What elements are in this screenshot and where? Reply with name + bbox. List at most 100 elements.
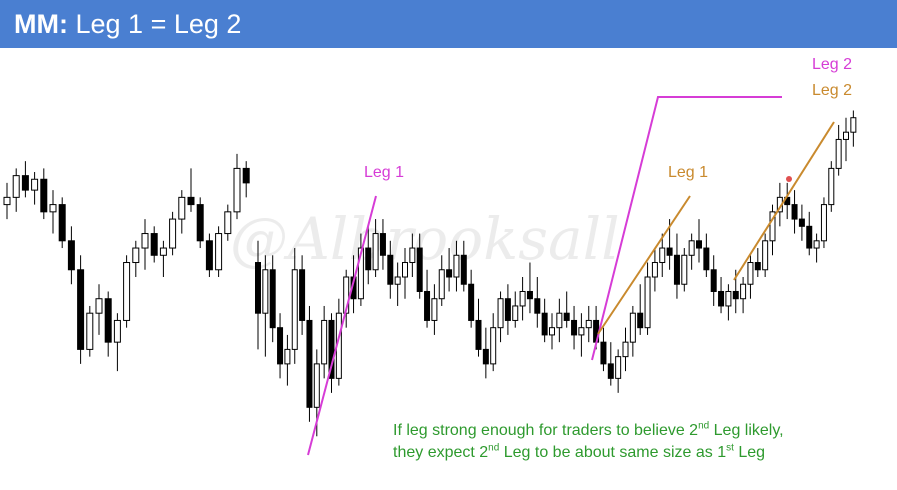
title-text: Leg 1 = Leg 2 xyxy=(75,9,242,39)
bear-candle xyxy=(205,240,213,271)
bull-candle xyxy=(372,233,379,271)
bull-candle xyxy=(141,233,149,249)
bull-candle xyxy=(284,348,291,365)
bull-candle xyxy=(644,276,651,329)
bear-candle xyxy=(40,178,48,213)
bull-candle xyxy=(519,290,526,307)
bear-candle xyxy=(600,341,607,365)
bull-candle xyxy=(835,138,842,169)
bull-candle xyxy=(512,305,519,321)
bear-candle xyxy=(666,247,673,256)
bull-candle xyxy=(578,327,585,336)
bear-candle xyxy=(269,269,276,329)
bull-candle xyxy=(402,262,408,278)
bull-candle xyxy=(622,341,629,358)
bull-candle xyxy=(409,247,416,264)
leg1-orange-label: Leg 1 xyxy=(668,164,709,181)
bull-candle xyxy=(629,312,636,343)
bear-candle xyxy=(732,290,739,300)
leg2-orange-line xyxy=(733,121,835,281)
leg1-orange-line xyxy=(597,195,691,335)
bear-candle xyxy=(806,225,813,249)
bear-candle xyxy=(504,298,511,321)
bull-candle xyxy=(113,319,121,343)
bull-candle xyxy=(159,247,167,256)
bear-candle xyxy=(277,327,284,365)
bull-candle xyxy=(490,327,497,365)
bull-candle xyxy=(132,247,140,264)
bear-candle xyxy=(424,290,431,321)
bull-candle xyxy=(431,298,438,321)
bull-candle xyxy=(549,327,555,336)
bull-candle xyxy=(681,254,688,285)
bull-candle xyxy=(215,233,223,271)
bull-candle xyxy=(262,269,269,314)
note-line-1: If leg strong enough for traders to beli… xyxy=(393,420,784,439)
bull-candle xyxy=(747,262,754,285)
candlestick-chart xyxy=(3,96,857,456)
bull-candle xyxy=(740,283,747,300)
leg2-magenta-label: Leg 2 xyxy=(812,56,853,73)
bear-candle xyxy=(468,283,475,321)
bear-candle xyxy=(541,312,548,336)
bull-candle xyxy=(659,247,666,264)
title-prefix: MM: xyxy=(14,9,68,39)
bull-candle xyxy=(556,312,563,329)
bear-candle xyxy=(379,233,386,256)
bull-candle xyxy=(31,178,39,191)
bear-candle xyxy=(534,298,541,314)
bull-candle xyxy=(651,262,658,278)
leg2-magenta-line xyxy=(591,96,782,361)
bear-candle xyxy=(299,269,306,321)
bull-candle xyxy=(762,240,769,271)
bear-candle xyxy=(187,196,195,206)
bear-candle xyxy=(673,254,680,285)
bull-candle xyxy=(3,196,11,206)
bear-candle xyxy=(703,247,710,271)
bull-candle xyxy=(813,240,820,249)
bear-candle xyxy=(696,240,702,249)
bull-candle xyxy=(49,204,57,213)
leg-lines-group xyxy=(307,96,835,456)
bear-candle xyxy=(242,167,250,184)
explanation-note: If leg strong enough for traders to beli… xyxy=(393,420,784,464)
bear-candle xyxy=(328,319,335,379)
bear-candle xyxy=(571,319,578,336)
candles-group xyxy=(3,110,857,437)
bear-candle xyxy=(365,247,372,271)
bear-candle xyxy=(637,312,644,329)
bear-candle xyxy=(67,240,75,271)
bull-candle xyxy=(321,319,328,365)
bear-candle xyxy=(21,175,29,191)
bear-candle xyxy=(446,269,453,278)
note-line-2: they expect 2nd Leg to be about same siz… xyxy=(393,442,766,461)
bear-candle xyxy=(791,204,798,220)
bull-candle xyxy=(828,167,835,206)
bear-candle xyxy=(710,269,717,292)
bear-candle xyxy=(387,254,394,285)
bull-candle xyxy=(850,117,857,133)
bull-candle xyxy=(769,211,776,242)
bull-candle xyxy=(233,167,241,213)
bear-candle xyxy=(104,298,112,343)
bear-candle xyxy=(58,204,66,242)
bull-candle xyxy=(438,269,445,300)
bull-candle xyxy=(497,298,504,329)
bear-candle xyxy=(718,290,725,307)
bear-candle xyxy=(482,348,489,365)
bear-candle xyxy=(798,218,805,227)
bull-candle xyxy=(86,312,94,350)
bear-candle xyxy=(150,233,158,256)
bull-candle xyxy=(123,262,131,321)
bear-candle xyxy=(255,262,261,314)
bull-candle xyxy=(688,240,695,256)
title-bar xyxy=(0,0,897,48)
leg1-magenta-line xyxy=(307,195,377,456)
bull-candle xyxy=(725,290,732,307)
bull-candle xyxy=(169,218,177,249)
bull-candle xyxy=(224,211,232,235)
bull-candle xyxy=(178,196,186,220)
bull-candle xyxy=(615,356,622,379)
bear-candle xyxy=(416,247,423,292)
bear-candle xyxy=(196,204,204,242)
